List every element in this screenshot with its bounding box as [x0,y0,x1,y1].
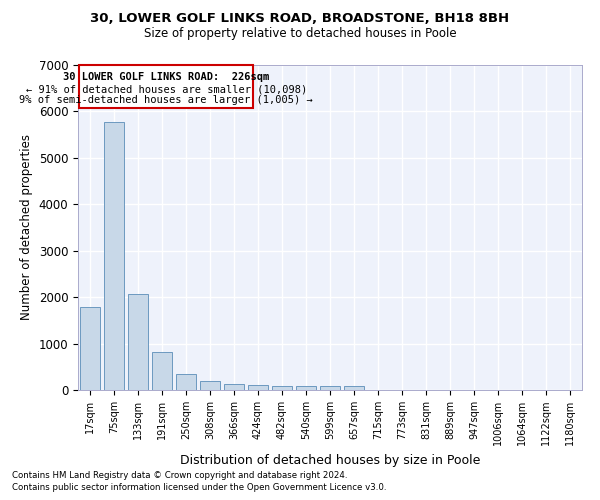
Bar [200,381,220,390]
Bar [152,352,172,390]
Bar [248,385,268,390]
Bar [80,308,100,390]
Bar [176,374,196,390]
FancyBboxPatch shape [79,65,253,108]
Text: 30, LOWER GOLF LINKS ROAD, BROADSTONE, BH18 8BH: 30, LOWER GOLF LINKS ROAD, BROADSTONE, B… [91,12,509,26]
Text: Contains public sector information licensed under the Open Government Licence v3: Contains public sector information licen… [12,484,386,492]
Bar [272,386,292,390]
Text: Contains HM Land Registry data © Crown copyright and database right 2024.: Contains HM Land Registry data © Crown c… [12,471,347,480]
Bar [320,386,340,390]
Y-axis label: Number of detached properties: Number of detached properties [20,134,33,320]
Text: 9% of semi-detached houses are larger (1,005) →: 9% of semi-detached houses are larger (1… [19,95,313,105]
Bar [296,386,316,390]
Bar [344,386,364,390]
Text: 30 LOWER GOLF LINKS ROAD:  226sqm: 30 LOWER GOLF LINKS ROAD: 226sqm [63,72,269,82]
Bar [224,384,244,390]
Text: Size of property relative to detached houses in Poole: Size of property relative to detached ho… [143,28,457,40]
X-axis label: Distribution of detached houses by size in Poole: Distribution of detached houses by size … [180,454,480,466]
Bar [104,122,124,390]
Bar [128,294,148,390]
Text: ← 91% of detached houses are smaller (10,098): ← 91% of detached houses are smaller (10… [26,84,307,94]
